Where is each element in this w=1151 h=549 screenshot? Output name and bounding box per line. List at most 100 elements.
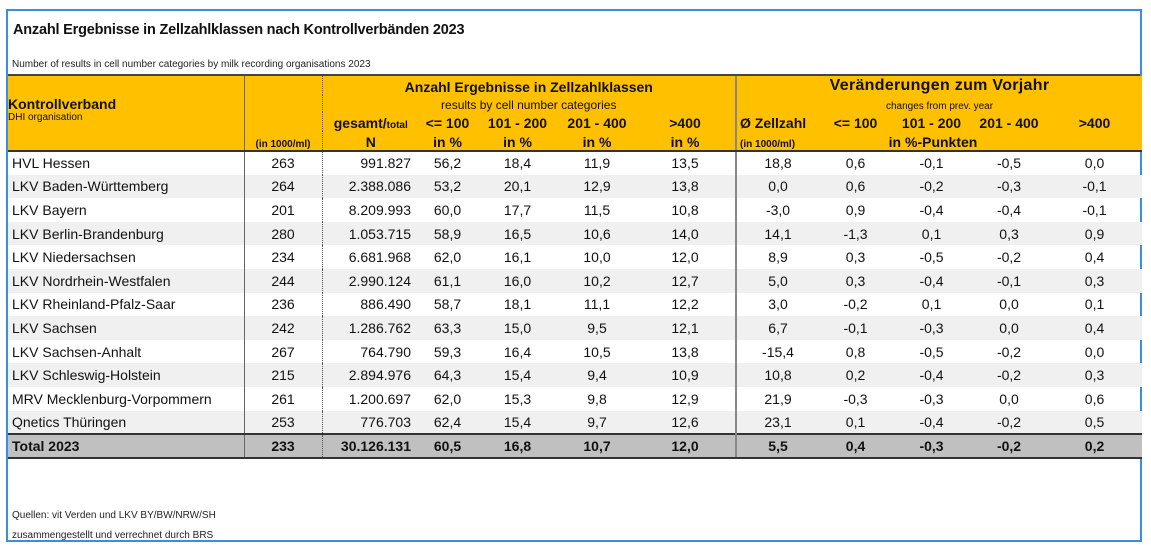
change-101-200-header: 101 - 200 <box>892 112 972 131</box>
org-name: LKV Nordrhein-Westfalen <box>8 268 244 293</box>
pct-201-400-cell: 10,6 <box>559 221 635 246</box>
total-n-cell: 6.681.968 <box>321 245 419 269</box>
in-pp-header: in %-Punkten <box>819 131 1048 152</box>
table-row: LKV Schleswig-Holstein 215 2.894.976 64,3 15… <box>8 363 1143 387</box>
cat-le100-header: <= 100 <box>419 112 476 131</box>
org-name: HVL Hessen <box>12 155 91 172</box>
change-avg-cell: 10,8 <box>735 363 820 387</box>
change-avg-cell: 3,0 <box>735 292 820 317</box>
pct-gt400-cell: 12,0 <box>671 249 699 266</box>
pct-201-400-cell: 11,1 <box>583 296 611 313</box>
table-header: Anzahl Ergebnisse in Zellzahlklassen Ver… <box>8 76 1143 152</box>
org-name: MRV Mecklenburg-Vorpommern <box>12 390 212 407</box>
pct-201-400-cell: 9,5 <box>559 316 635 340</box>
org-name: LKV Sachsen <box>8 316 244 340</box>
table-row: LKV Sachsen-Anhalt 267 764.790 59,3 16,4 10,5… <box>8 339 1142 364</box>
pct-101-200-cell: 17,7 <box>503 201 532 218</box>
change-gt400-cell: 0,1 <box>1084 296 1105 313</box>
org-name: LKV Rheinland-Pfalz-Saar <box>12 296 176 313</box>
pct-le100-cell: 56,2 <box>433 155 462 172</box>
table-row: LKV Sachsen 242 1.286.762 63,3 15,0 9,5 12,1 6,… <box>8 316 1143 340</box>
org-column-subheader: DHI organisation <box>8 112 244 131</box>
total-n-cell: 1.053.715 <box>321 221 419 246</box>
change-101-200-cell: -0,4 <box>892 363 972 387</box>
footer-compiled: zusammengestellt und verrechnet durch BR… <box>12 530 214 541</box>
group2-subtitle: changes from prev. year <box>735 95 1143 112</box>
avg-zellzahl-header: Ø Zellzahl <box>735 112 820 131</box>
pct-201-400-cell: 11,5 <box>583 201 611 218</box>
pct-101-200-cell: 15,3 <box>503 390 532 407</box>
org-name: LKV Niedersachsen <box>12 249 136 266</box>
change-avg-cell: -15,4 <box>735 339 820 364</box>
pct-101-200-cell: 16,5 <box>476 221 559 246</box>
change-gt400-cell: 0,0 <box>1084 155 1105 172</box>
change-101-200-cell: -0,4 <box>892 410 972 435</box>
pct-le100-cell: 62,0 <box>433 390 462 407</box>
change-gt400-cell: 0,4 <box>1047 316 1143 340</box>
change-gt400-cell: 0,0 <box>1084 343 1105 360</box>
change-201-400-cell: -0,4 <box>996 201 1022 218</box>
change-201-400-cell: -0,3 <box>971 174 1048 199</box>
change-avg-cell: 8,9 <box>735 245 820 269</box>
zellzahl-cell: 236 <box>243 292 322 317</box>
total-label: total <box>386 120 408 131</box>
change-avg-cell: -3,0 <box>735 198 820 222</box>
zellzahl-cell: 267 <box>243 339 322 364</box>
table-row: Qnetics Thüringen 253 776.703 62,4 15,4 9,7 12… <box>8 410 1143 435</box>
org-name: LKV Berlin-Brandenburg <box>8 221 244 246</box>
total-n-cell: 8.209.993 <box>321 198 419 222</box>
change-201-400-cell: 0,3 <box>971 221 1048 246</box>
org-name: Qnetics Thüringen <box>8 410 244 435</box>
results-table: Anzahl Ergebnisse in Zellzahlklassen Ver… <box>8 76 1143 460</box>
change-le100-cell: -1,3 <box>819 221 893 246</box>
org-column-header: Kontrollverband <box>8 95 244 112</box>
org-name: LKV Sachsen-Anhalt <box>12 343 142 360</box>
change-201-400-header: 201 - 400 <box>971 112 1048 131</box>
pct-201-400-cell: 10,0 <box>583 249 611 266</box>
total-n-cell: 2.388.086 <box>321 174 419 199</box>
avg-unit-header: (in 1000/ml) <box>735 131 820 152</box>
pct-gt400-cell: 12,6 <box>635 410 737 435</box>
change-101-200-cell: 0,1 <box>892 221 972 246</box>
total-n-cell: 2.894.976 <box>321 363 419 387</box>
zellzahl-cell: 201 <box>243 198 322 222</box>
change-avg-cell: 21,9 <box>735 386 820 411</box>
pct-gt400-cell: 13,8 <box>671 343 699 360</box>
zellzahl-cell: 263 <box>243 151 322 175</box>
pct-le100-cell: 62,4 <box>419 410 476 435</box>
in-percent-4: in % <box>635 131 737 152</box>
pct-201-400-cell: 12,9 <box>559 174 635 199</box>
change-101-200-cell: -0,5 <box>919 249 944 266</box>
n-header: N <box>321 131 419 152</box>
change-le100-cell: -0,1 <box>819 316 893 340</box>
pct-101-200-cell: 16,4 <box>503 343 532 360</box>
table-row: LKV Niedersachsen 234 6.681.968 62,0 16,1 10,… <box>8 245 1142 269</box>
change-gt400-cell: 0,3 <box>1047 363 1143 387</box>
change-101-200-cell: -0,5 <box>919 343 944 360</box>
total-row: Total 2023 233 30.126.131 60,5 16,8 10,7 12,0 5… <box>8 433 1143 460</box>
pct-gt400-cell: 12,1 <box>635 316 737 340</box>
org-name: LKV Baden-Württemberg <box>8 174 244 199</box>
pct-101-200-cell: 20,1 <box>476 174 559 199</box>
total-pct-gt400-cell: 12,0 <box>635 433 737 460</box>
total-n-cell: 764.790 <box>321 339 419 364</box>
pct-101-200-cell: 16,1 <box>503 249 532 266</box>
pct-201-400-cell: 10,2 <box>559 268 635 293</box>
change-gt400-cell: 0,9 <box>1047 221 1143 246</box>
pct-101-200-cell: 18,4 <box>503 155 532 172</box>
page-title: Anzahl Ergebnisse in Zellzahlklassen nac… <box>13 22 465 38</box>
table-row: LKV Berlin-Brandenburg 280 1.053.715 58,9 16… <box>8 221 1143 246</box>
change-gt400-cell: -0,1 <box>1082 201 1107 218</box>
pct-101-200-cell: 15,4 <box>476 363 559 387</box>
change-201-400-cell: -0,2 <box>971 410 1048 435</box>
zellzahl-cell: 244 <box>243 268 322 293</box>
change-gt400-cell: -0,1 <box>1047 174 1143 199</box>
total-n-cell: 776.703 <box>321 410 419 435</box>
cat-101-200-header: 101 - 200 <box>476 112 559 131</box>
change-101-200-cell: -0,3 <box>892 316 972 340</box>
zellzahl-cell: 242 <box>243 316 322 340</box>
pct-le100-cell: 63,3 <box>419 316 476 340</box>
total-pct-101-200-cell: 16,8 <box>476 433 559 460</box>
pct-gt400-cell: 13,8 <box>635 174 737 199</box>
divider <box>8 74 1140 76</box>
